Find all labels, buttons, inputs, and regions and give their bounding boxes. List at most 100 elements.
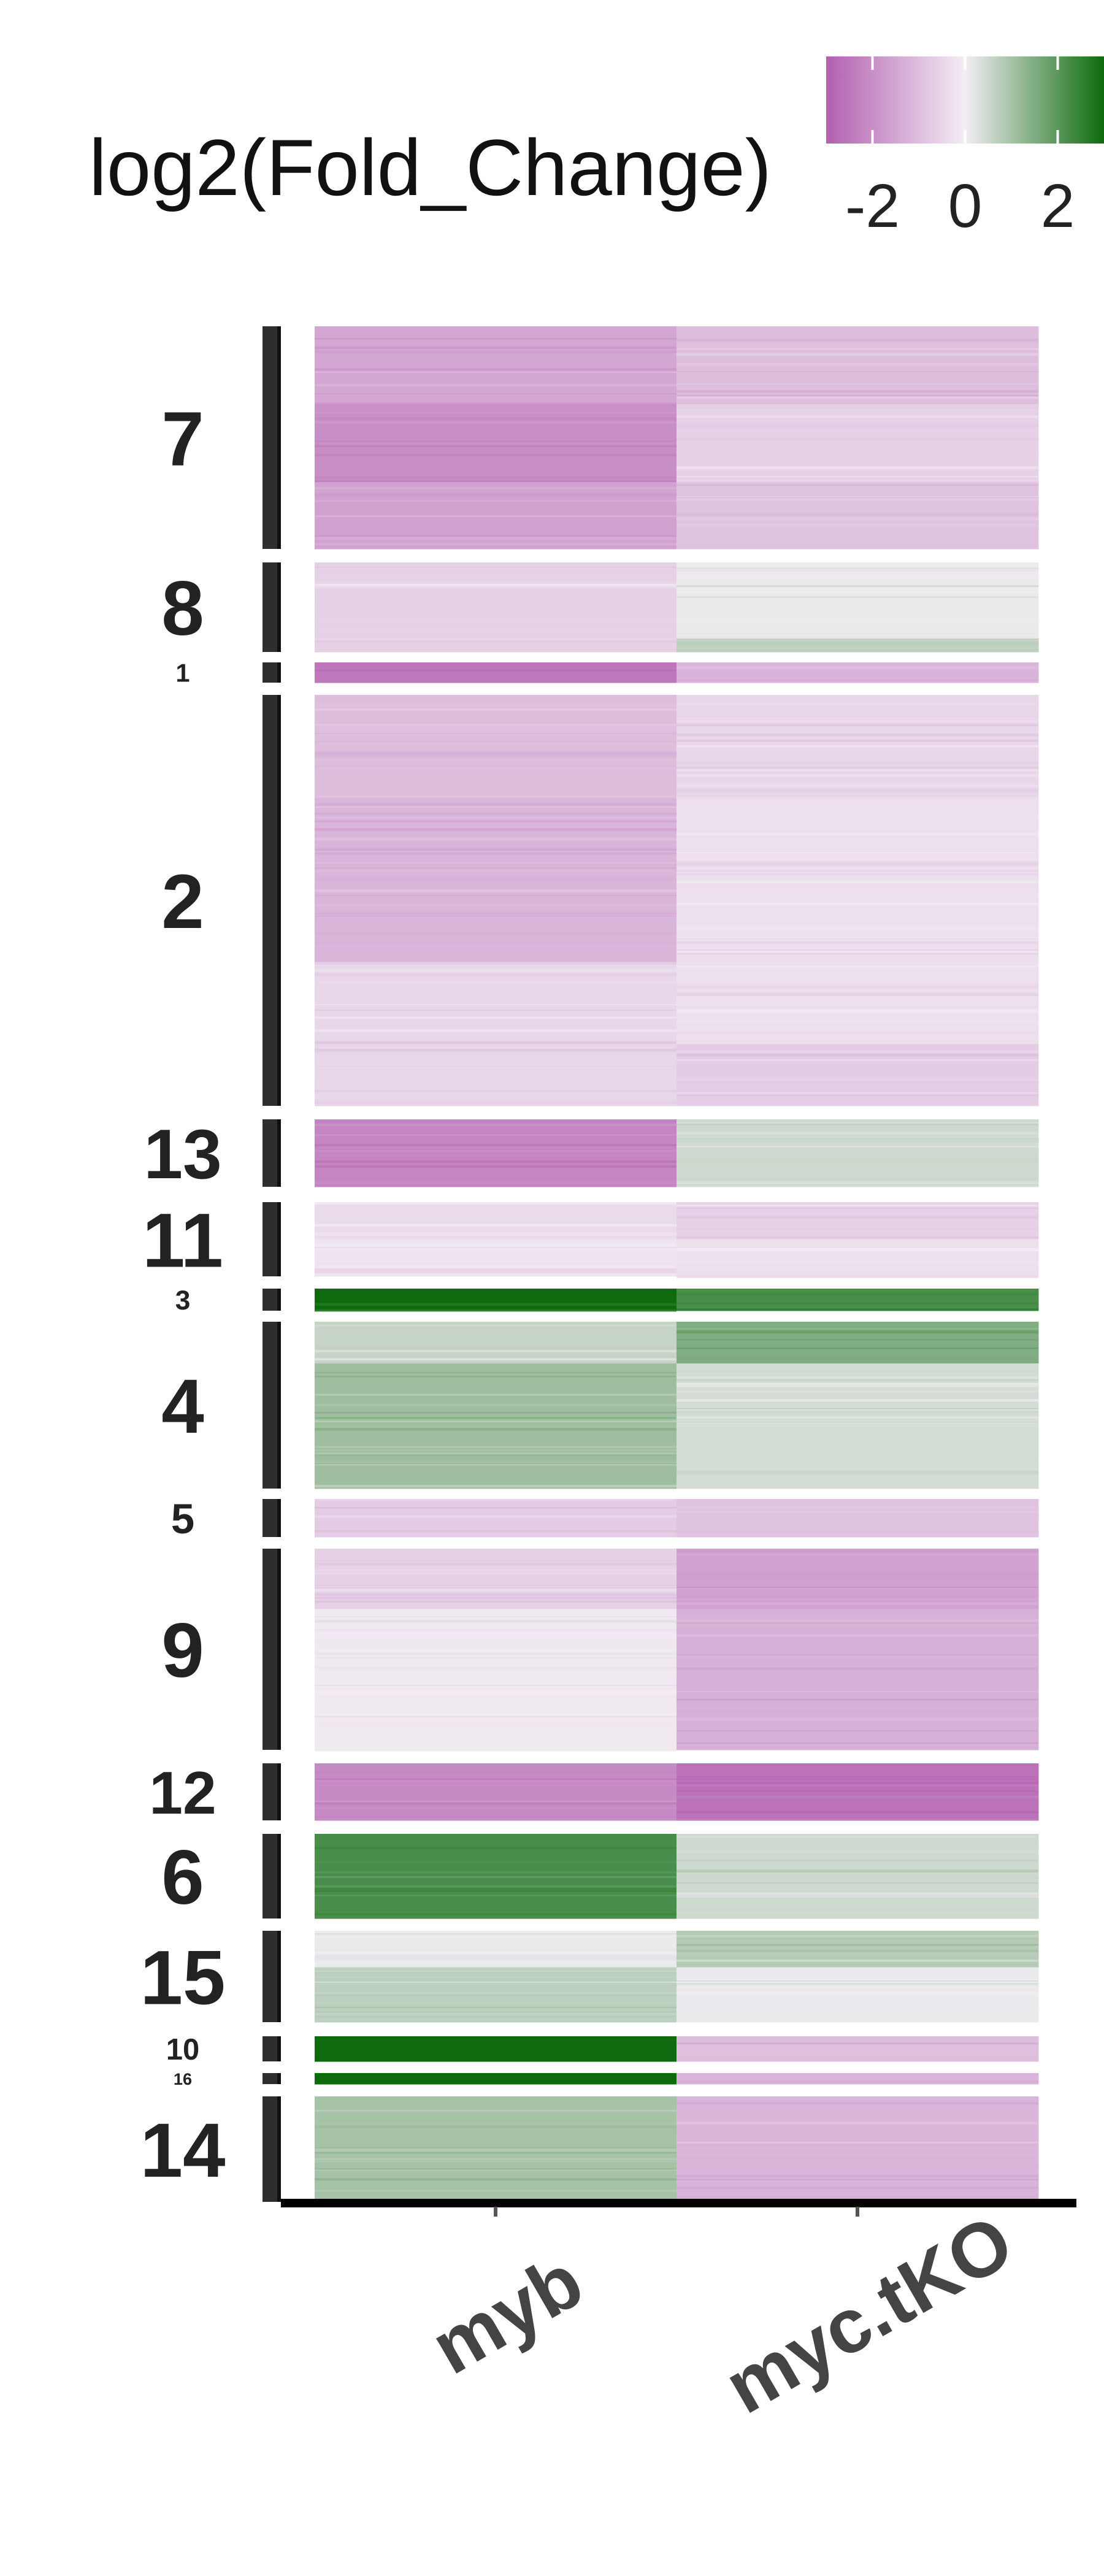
heatmap-row-line bbox=[677, 1818, 1038, 1820]
heatmap-row-line bbox=[677, 1247, 1038, 1249]
cluster-label: 5 bbox=[171, 1495, 194, 1543]
heatmap-row-line bbox=[677, 1470, 1038, 1473]
heatmap-row-line bbox=[677, 1077, 1038, 1079]
heatmap-row-line bbox=[315, 724, 677, 726]
heatmap-row-line bbox=[677, 666, 1038, 669]
heatmap-row-line bbox=[315, 539, 677, 540]
heatmap-row-line bbox=[315, 1417, 677, 1419]
heatmap-row-line bbox=[315, 1124, 677, 1127]
heatmap-row-line bbox=[677, 2077, 1038, 2079]
heatmap-row-line bbox=[677, 1425, 1038, 1427]
heatmap-row-line bbox=[315, 1657, 677, 1659]
heatmap-row-line bbox=[315, 796, 677, 799]
cluster-bracket bbox=[263, 326, 277, 549]
heatmap-row-line bbox=[315, 649, 677, 652]
heatmap-row-line bbox=[315, 2125, 677, 2128]
heatmap-row-line bbox=[315, 2162, 677, 2165]
heatmap-row-line bbox=[677, 2073, 1038, 2076]
heatmap-row-line bbox=[315, 808, 677, 811]
heatmap-row-line bbox=[677, 610, 1038, 612]
cluster-label: 3 bbox=[175, 1286, 191, 1316]
heatmap-row-line bbox=[315, 1403, 677, 1406]
heatmap-row-line bbox=[315, 1045, 677, 1047]
heatmap-row-line bbox=[315, 1719, 677, 1721]
heatmap-row-line bbox=[677, 579, 1038, 581]
heatmap-row-line bbox=[315, 2149, 677, 2152]
heatmap-row-line bbox=[677, 767, 1038, 769]
cluster-bracket-edge bbox=[277, 2096, 281, 2202]
heatmap-row-line bbox=[315, 849, 677, 851]
heatmap-row-line bbox=[677, 1953, 1038, 1955]
heatmap-row-line bbox=[677, 1533, 1038, 1536]
heatmap-row-line bbox=[677, 650, 1038, 651]
cluster-bracket bbox=[263, 1322, 277, 1489]
heatmap-row-line bbox=[315, 466, 677, 468]
heatmap-row-line bbox=[677, 1293, 1038, 1296]
cluster-bracket bbox=[263, 1834, 277, 1919]
heatmap-row-line bbox=[677, 1102, 1038, 1104]
heatmap-row-line bbox=[677, 2196, 1038, 2198]
heatmap-row-line bbox=[677, 1749, 1038, 1750]
heatmap-row-line bbox=[315, 1896, 677, 1898]
heatmap-row-line bbox=[315, 1838, 677, 1840]
heatmap-row-line bbox=[315, 1721, 677, 1724]
heatmap-row-line bbox=[315, 813, 677, 815]
heatmap-row-line bbox=[315, 1372, 677, 1373]
cluster-bracket-edge bbox=[277, 1289, 281, 1311]
heatmap-row-line bbox=[677, 1662, 1038, 1665]
heatmap-row-line bbox=[315, 1523, 677, 1525]
heatmap-row-line bbox=[677, 1382, 1038, 1385]
heatmap-row-line bbox=[315, 1453, 677, 1455]
heatmap-row-line bbox=[315, 1270, 677, 1272]
heatmap-row-line bbox=[315, 1646, 677, 1649]
heatmap-row-line bbox=[677, 944, 1038, 946]
heatmap-row-line bbox=[315, 1135, 677, 1136]
heatmap-row-line bbox=[315, 337, 677, 340]
heatmap-row-line bbox=[677, 1459, 1038, 1462]
heatmap-row-line bbox=[677, 928, 1038, 931]
heatmap-row-line bbox=[315, 877, 677, 880]
heatmap-row-line bbox=[677, 951, 1038, 953]
cluster-label: 12 bbox=[149, 1759, 216, 1827]
heatmap-row-line bbox=[677, 1328, 1038, 1330]
heatmap-cell bbox=[677, 1834, 1039, 1919]
heatmap-row-line bbox=[677, 640, 1038, 642]
heatmap-row-line bbox=[677, 1032, 1038, 1034]
heatmap-row-line bbox=[677, 496, 1038, 497]
heatmap-row-line bbox=[315, 670, 677, 673]
heatmap-row-line bbox=[677, 1718, 1038, 1721]
heatmap-row-line bbox=[677, 992, 1038, 995]
cluster-bracket bbox=[263, 695, 277, 1106]
heatmap-row-line bbox=[677, 1776, 1038, 1778]
heatmap-row-line bbox=[677, 994, 1038, 997]
heatmap-row-line bbox=[677, 789, 1038, 792]
heatmap-row-line bbox=[315, 1572, 677, 1574]
heatmap-row-line bbox=[677, 513, 1038, 516]
heatmap-row-line bbox=[677, 1083, 1038, 1086]
cluster-2-cells bbox=[315, 695, 1039, 1106]
heatmap-row-line bbox=[677, 1511, 1038, 1513]
heatmap-row-line bbox=[315, 2006, 677, 2008]
cluster-bracket-edge bbox=[277, 562, 281, 652]
heatmap-row-line bbox=[315, 733, 677, 735]
heatmap-row-line bbox=[677, 2175, 1038, 2177]
heatmap-row-line bbox=[677, 363, 1038, 366]
cluster-bracket-edge bbox=[277, 695, 281, 1106]
heatmap-row-line bbox=[677, 415, 1038, 418]
heatmap-row-line bbox=[315, 973, 677, 976]
heatmap-row-line bbox=[315, 1004, 677, 1006]
heatmap-row-line bbox=[315, 412, 677, 413]
heatmap-row-line bbox=[677, 524, 1038, 527]
heatmap-row-line bbox=[315, 1600, 677, 1603]
heatmap-row-line bbox=[315, 2016, 677, 2017]
heatmap-row-line bbox=[677, 424, 1038, 425]
cluster-9-cells bbox=[315, 1549, 1039, 1752]
heatmap-row-line bbox=[677, 545, 1038, 547]
heatmap-row-line bbox=[315, 1881, 677, 1882]
heatmap-row-line bbox=[677, 383, 1038, 385]
heatmap-row-line bbox=[315, 1771, 677, 1774]
heatmap-row-line bbox=[315, 500, 677, 502]
heatmap-row-line bbox=[677, 861, 1038, 863]
heatmap-row-line bbox=[677, 1988, 1038, 1991]
heatmap-row-line bbox=[315, 1233, 677, 1236]
